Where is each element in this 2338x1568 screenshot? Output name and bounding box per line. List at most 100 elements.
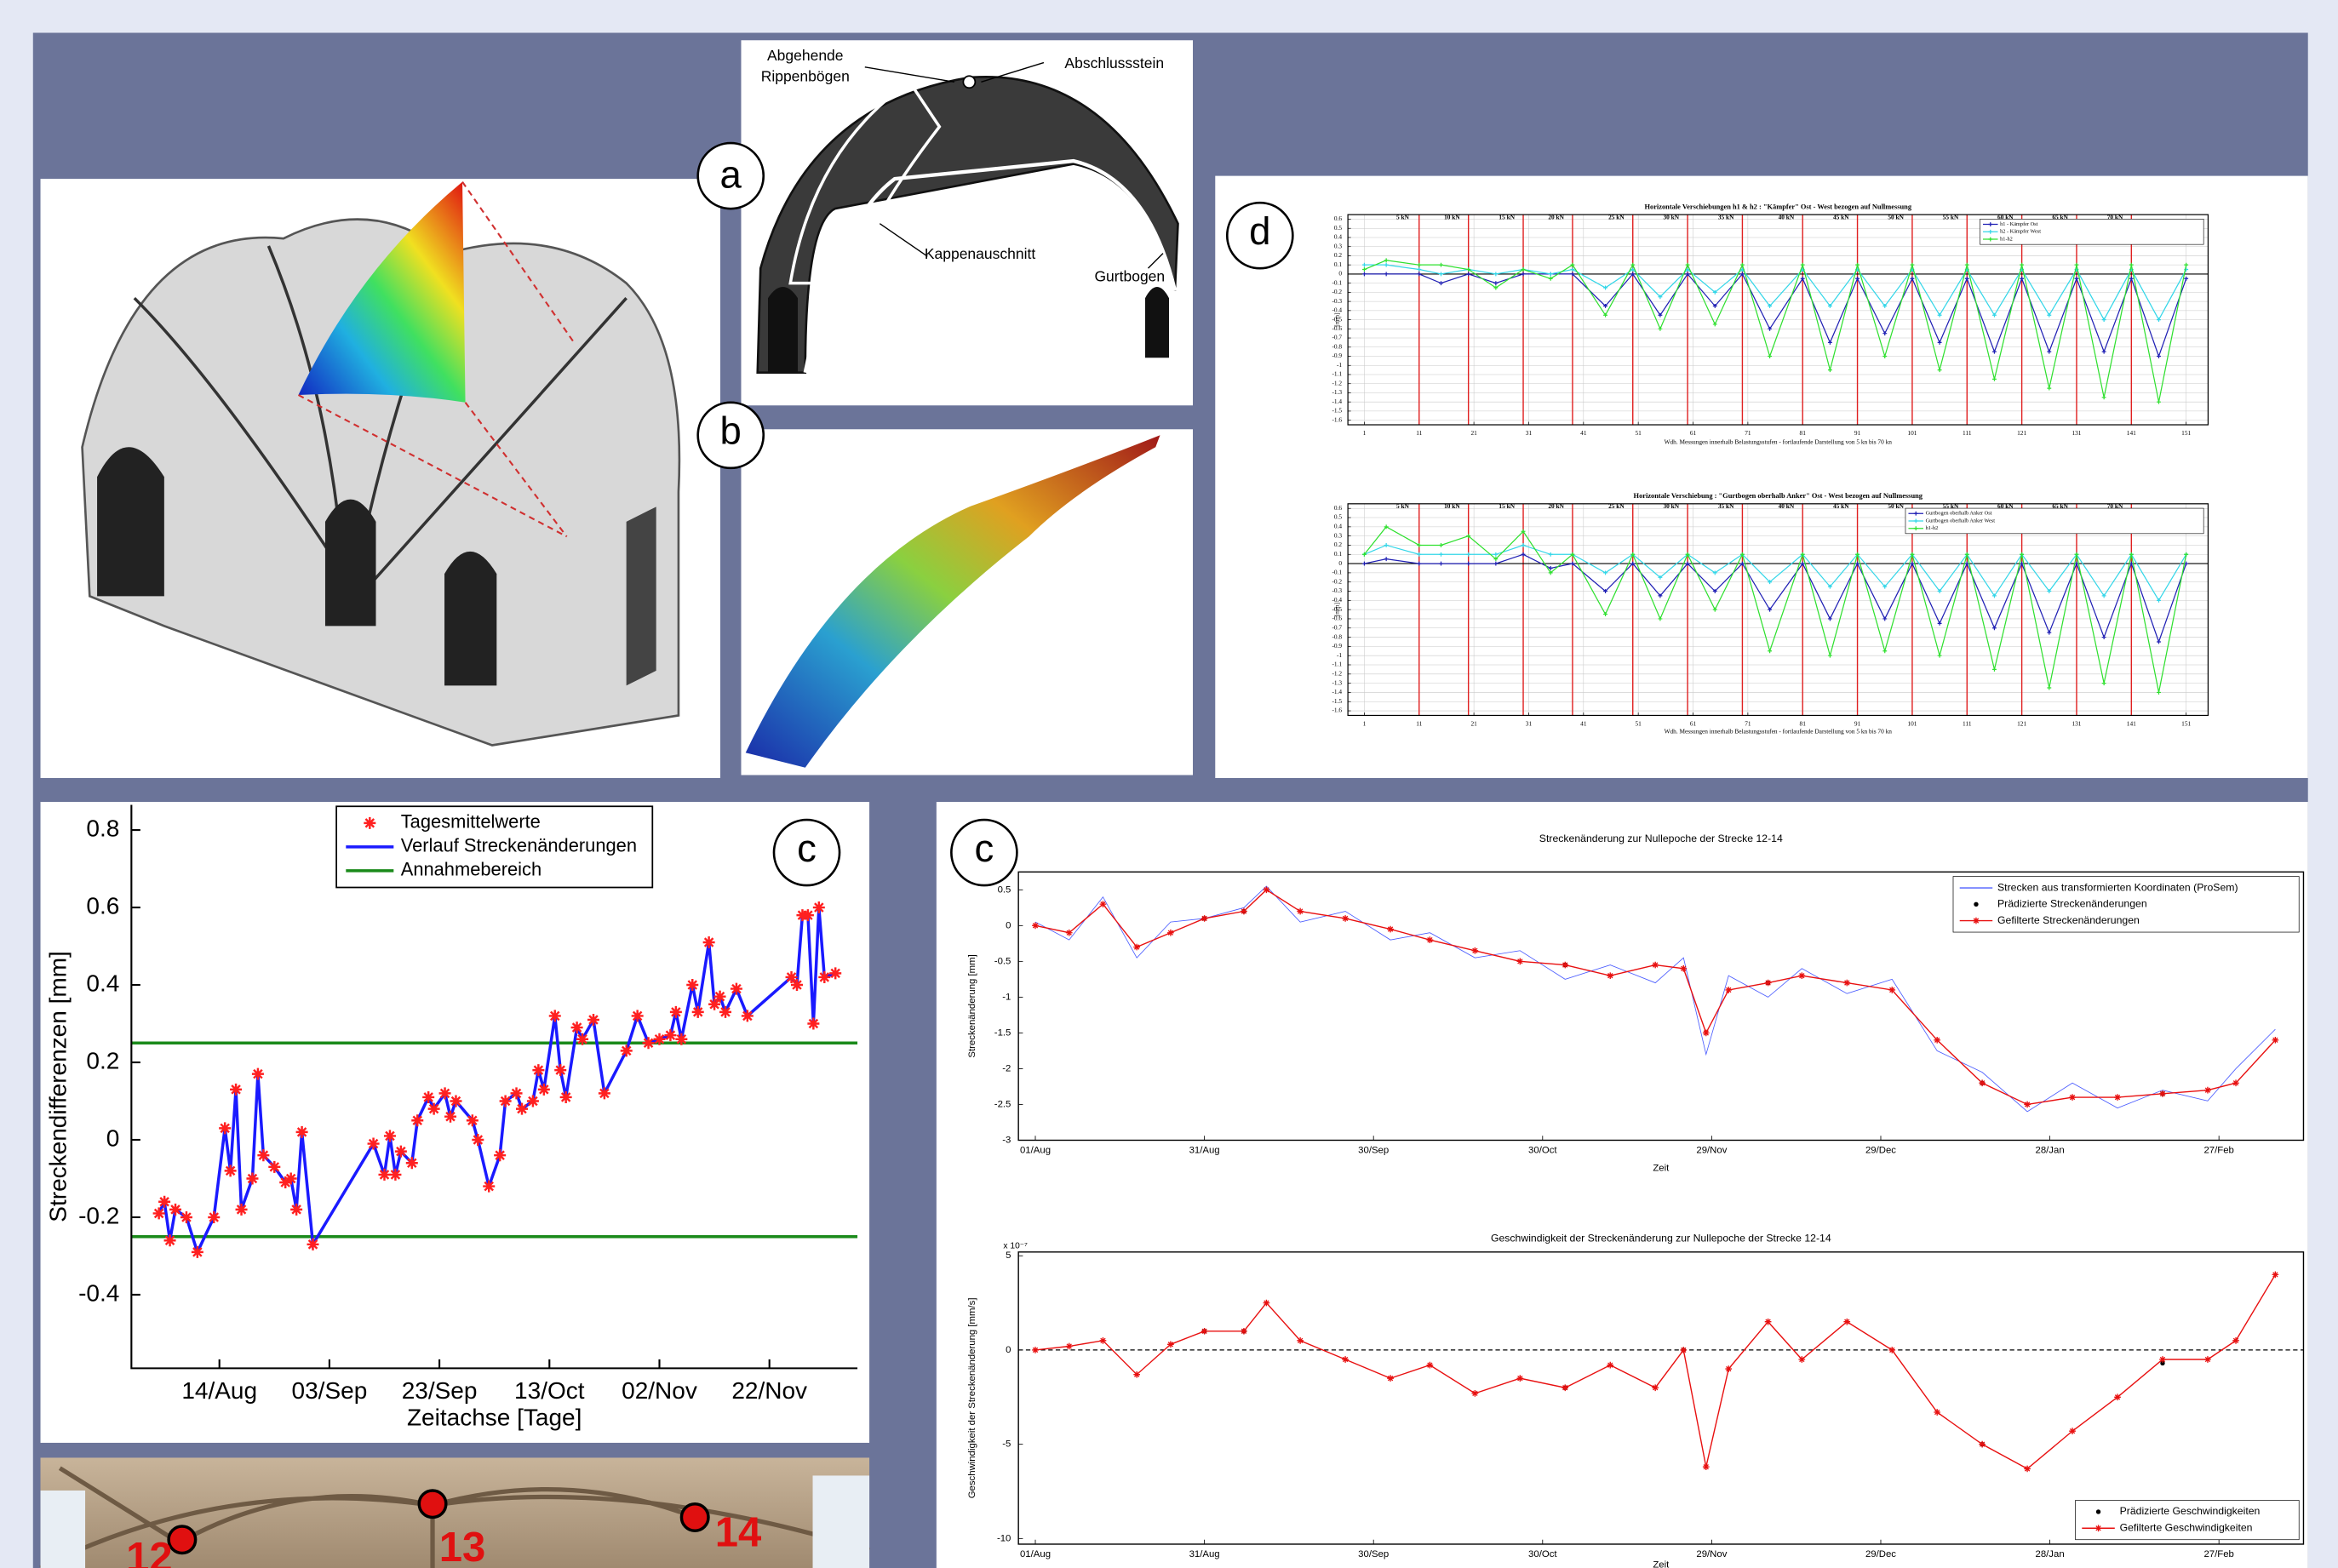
marker	[1725, 987, 1732, 993]
y-tick-label: -1	[1337, 651, 1342, 659]
y-tick-label: 0.6	[1334, 215, 1343, 222]
marker	[208, 1211, 220, 1223]
legend-label: h1 - Kämpfer Ost	[2000, 221, 2037, 227]
x-tick-label: 151	[2181, 720, 2191, 728]
y-tick-label: -0.8	[1332, 342, 1342, 350]
y-tick-label: 0.2	[86, 1047, 119, 1073]
y-tick-label: 0.5	[1334, 513, 1343, 521]
x-tick-label: 151	[2181, 429, 2191, 437]
point-label: 14	[715, 1509, 762, 1555]
marker	[1765, 980, 1772, 987]
marker	[1167, 1341, 1174, 1348]
marker	[307, 1239, 319, 1250]
y-tick-label: -0.8	[1332, 632, 1342, 640]
x-tick-label: 28/Jan	[2036, 1549, 2065, 1559]
y-tick-label: -0.2	[1332, 577, 1342, 585]
marker	[1652, 962, 1659, 969]
y-multiplier: x 10⁻⁷	[1003, 1241, 1028, 1250]
x-tick-label: 30/Oct	[1528, 1549, 1557, 1559]
y-tick-label: -0.9	[1332, 352, 1342, 359]
x-tick-label: 31/Aug	[1189, 1549, 1220, 1559]
arch-label: Rippenbögen	[761, 68, 850, 85]
marker	[1974, 902, 1978, 907]
chart-title: Horizontale Verschiebung : "Gurtbogen ob…	[1634, 492, 1923, 500]
ribbon-panel	[741, 429, 1193, 775]
marker	[1680, 965, 1687, 972]
x-tick-label: 61	[1690, 429, 1697, 437]
x-tick-label: 131	[2072, 429, 2081, 437]
marker	[2204, 1356, 2211, 1363]
x-axis-label: Zeitachse [Tage]	[407, 1404, 582, 1430]
x-tick-label: 21	[1470, 429, 1477, 437]
distance-panel	[41, 802, 870, 1443]
panel-label: a	[720, 152, 742, 196]
y-tick-label: -0.3	[1332, 587, 1342, 594]
panel-label: d	[1249, 209, 1270, 253]
y-tick-label: -1.6	[1332, 707, 1342, 714]
y-tick-label: -0.5	[994, 956, 1011, 966]
y-tick-label: -1	[1002, 992, 1011, 1002]
y-axis-label: [mm]	[1333, 312, 1341, 326]
marker	[1888, 987, 1895, 993]
x-tick-label: 71	[1745, 429, 1751, 437]
marker	[1798, 1356, 1805, 1363]
x-tick-label: 31/Aug	[1189, 1146, 1220, 1156]
y-tick-label: -1.4	[1332, 688, 1342, 695]
legend-label: h2 - Kämpfer West	[2000, 229, 2041, 235]
marker	[1934, 1037, 1940, 1044]
legend-label: Tagesmittelwerte	[401, 811, 541, 833]
x-tick-label: 03/Sep	[292, 1377, 368, 1404]
y-tick-label: 0.5	[998, 884, 1011, 895]
y-tick-label: -10	[997, 1533, 1011, 1543]
y-axis-label: Geschwindigkeit der Streckenänderung [mm…	[967, 1297, 977, 1498]
legend-label: Gefilterte Geschwindigkeiten	[2120, 1521, 2253, 1533]
legend-label: Verlauf Streckenänderungen	[401, 835, 637, 856]
x-tick-label: 111	[1963, 429, 1972, 437]
marker	[1979, 1079, 1986, 1086]
marker	[670, 1006, 682, 1018]
y-tick-label: 0.3	[1334, 242, 1343, 249]
marker	[632, 1010, 644, 1021]
y-tick-label: 0.4	[1334, 523, 1343, 530]
marker	[1703, 1463, 1710, 1470]
x-tick-label: 11	[1416, 429, 1422, 437]
marker	[1472, 1390, 1479, 1397]
marker	[1680, 1347, 1687, 1353]
y-tick-label: 5	[1006, 1250, 1011, 1261]
marker	[268, 1161, 280, 1173]
arch-label: Abschlussstein	[1064, 54, 1164, 72]
y-tick-label: -1.1	[1332, 370, 1342, 378]
x-tick-label: 30/Oct	[1528, 1146, 1557, 1156]
marker	[181, 1211, 192, 1223]
legend-label: Gurtbogen oberhalb Anker Ost	[1926, 511, 1992, 517]
x-tick-label: 41	[1580, 429, 1587, 437]
marker	[742, 1010, 754, 1021]
marker	[1888, 1347, 1895, 1353]
marker	[450, 1095, 461, 1107]
x-tick-label: 1	[1363, 720, 1367, 728]
x-tick-label: 91	[1854, 429, 1861, 437]
x-tick-label: 29/Dec	[1865, 1146, 1896, 1156]
y-tick-label: -1.3	[1332, 678, 1342, 686]
y-tick-label: 0	[1006, 1345, 1011, 1355]
marker	[1703, 1030, 1710, 1037]
x-tick-label: 31	[1526, 429, 1533, 437]
x-tick-label: 22/Nov	[731, 1377, 807, 1404]
marker	[2204, 1087, 2211, 1094]
legend-label: Strecken aus transformierten Koordinaten…	[1997, 881, 2238, 893]
chart-title: Geschwindigkeit der Streckenänderung zur…	[1491, 1232, 1831, 1244]
y-tick-label: -0.1	[1332, 278, 1342, 286]
figure: Abgehende Rippenbögen Abschlussstein Kap…	[0, 0, 2338, 1568]
building-panel	[41, 179, 720, 778]
marker	[560, 1091, 572, 1103]
y-tick-label: 0	[1006, 920, 1011, 930]
y-tick-label: -5	[1002, 1439, 1011, 1450]
point-label: 13	[439, 1525, 486, 1568]
y-tick-label: -1.5	[1332, 407, 1342, 415]
panel-label: b	[720, 409, 742, 453]
y-tick-label: -0.9	[1332, 642, 1342, 650]
y-tick-label: 0.1	[1334, 260, 1343, 268]
marker	[219, 1122, 231, 1134]
y-tick-label: -0.2	[1332, 288, 1342, 295]
y-tick-label: 0	[106, 1124, 120, 1151]
